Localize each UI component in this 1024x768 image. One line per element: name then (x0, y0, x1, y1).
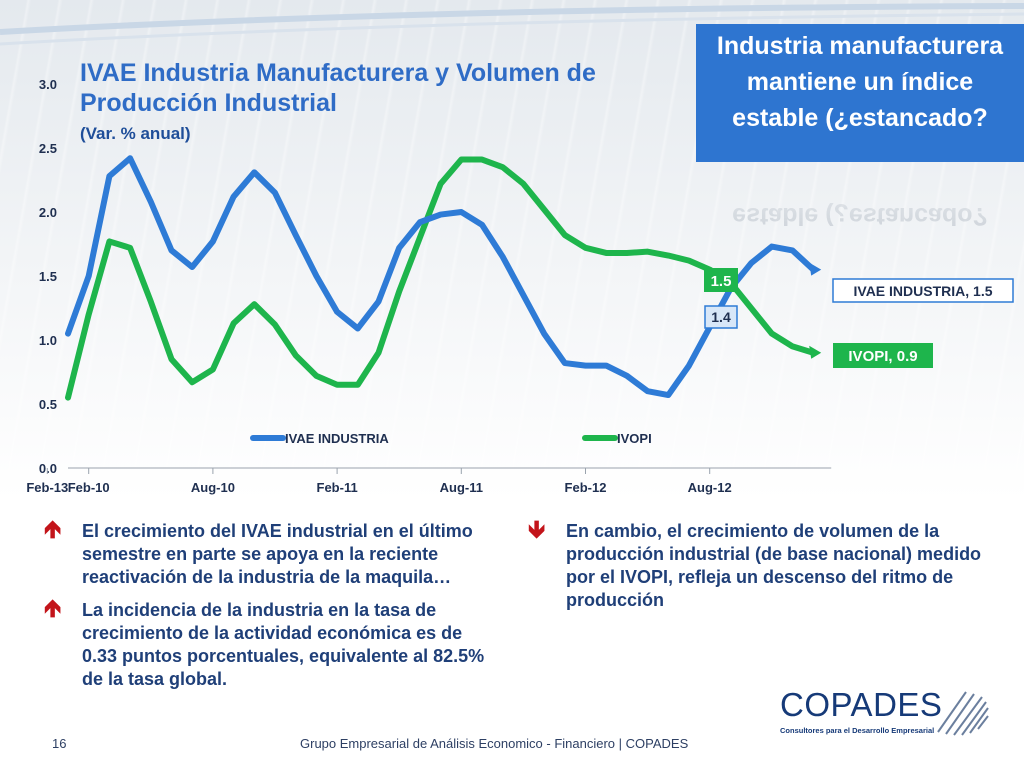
bullet-text: El crecimiento del IVAE industrial en el… (82, 521, 473, 587)
left-bullets: 🡹 El crecimiento del IVAE industrial en … (40, 516, 500, 701)
logo-globe-icon (937, 691, 989, 736)
line-chart: 0.0 0.5 1.0 1.5 2.0 2.5 3.0 Feb-10 Aug-10 Feb-11 A… (26, 77, 1014, 495)
legend-ivae-label: IVAE INDUSTRIA (285, 431, 389, 446)
x-tick-label: Feb-13 (26, 480, 68, 495)
ivopi-end-label: IVOPI, 0.9 (848, 348, 917, 365)
chart-title: IVAE Industria Manufacturera y Volumen d… (80, 59, 596, 117)
ivopi-end-arrow (809, 345, 822, 359)
copades-logo: COPADES Consultores para el Desarrollo E… (780, 686, 990, 746)
arrow-up-icon: 🡹 (44, 516, 62, 543)
header-swoosh (0, 3, 1024, 46)
ivae-data-label: 1.4 (711, 309, 731, 325)
ivae-series-line (65, 155, 817, 399)
x-tick-label: Feb-11 (317, 480, 358, 495)
bullet-text: La incidencia de la industria en la tasa… (82, 600, 485, 689)
ivae-data-label-box (704, 305, 738, 329)
ivopi-series-line (65, 156, 817, 401)
y-tick-label: 2.0 (39, 205, 57, 220)
callout-text: Industria manufacturera mantiene un índi… (716, 32, 1004, 132)
arrow-down-icon: 🡻 (528, 516, 546, 543)
x-tick-label: Feb-10 (68, 480, 110, 495)
x-tick-label: Feb-12 (565, 480, 607, 495)
ivae-end-arrow (809, 262, 822, 276)
y-tick-label: 0.5 (39, 397, 57, 412)
logo-wordmark: COPADES (780, 686, 943, 723)
right-bullets: 🡻 En cambio, el crecimiento de volumen d… (524, 516, 994, 622)
bullet-item: 🡻 En cambio, el crecimiento de volumen d… (524, 516, 994, 612)
arrow-up-icon: 🡹 (44, 595, 62, 622)
callout-box: Industria manufacturera mantiene un índi… (696, 24, 1024, 162)
y-tick-label: 1.0 (39, 333, 57, 348)
ivopi-end-label-box (833, 343, 933, 368)
footer-text: Grupo Empresarial de Análisis Economico … (300, 736, 689, 751)
page-number: 16 (52, 736, 67, 751)
x-tick-label: Aug-11 (440, 480, 483, 495)
y-tick-label: 2.5 (39, 141, 57, 156)
legend-ivopi-label: IVOPI (617, 431, 652, 446)
chart-subtitle: (Var. % anual) (80, 124, 191, 143)
ivopi-data-label: 1.5 (711, 273, 732, 290)
bullet-text: En cambio, el crecimiento de volumen de … (566, 521, 982, 610)
y-tick-label: 0.0 (39, 461, 57, 476)
ivae-end-label-box (832, 278, 1014, 303)
y-tick-label: 3.0 (39, 77, 57, 92)
bullet-item: 🡹 La incidencia de la industria en la ta… (40, 595, 500, 691)
x-tick-label: Aug-10 (191, 480, 235, 495)
logo-tagline: Consultores para el Desarrollo Empresari… (780, 726, 935, 735)
y-tick-label: 1.5 (39, 269, 57, 284)
ivae-end-label: IVAE INDUSTRIA, 1.5 (854, 283, 993, 299)
ivopi-data-label-box (704, 268, 738, 292)
x-tick-label: Aug-12 (688, 480, 732, 495)
bullet-item: 🡹 El crecimiento del IVAE industrial en … (40, 516, 500, 589)
